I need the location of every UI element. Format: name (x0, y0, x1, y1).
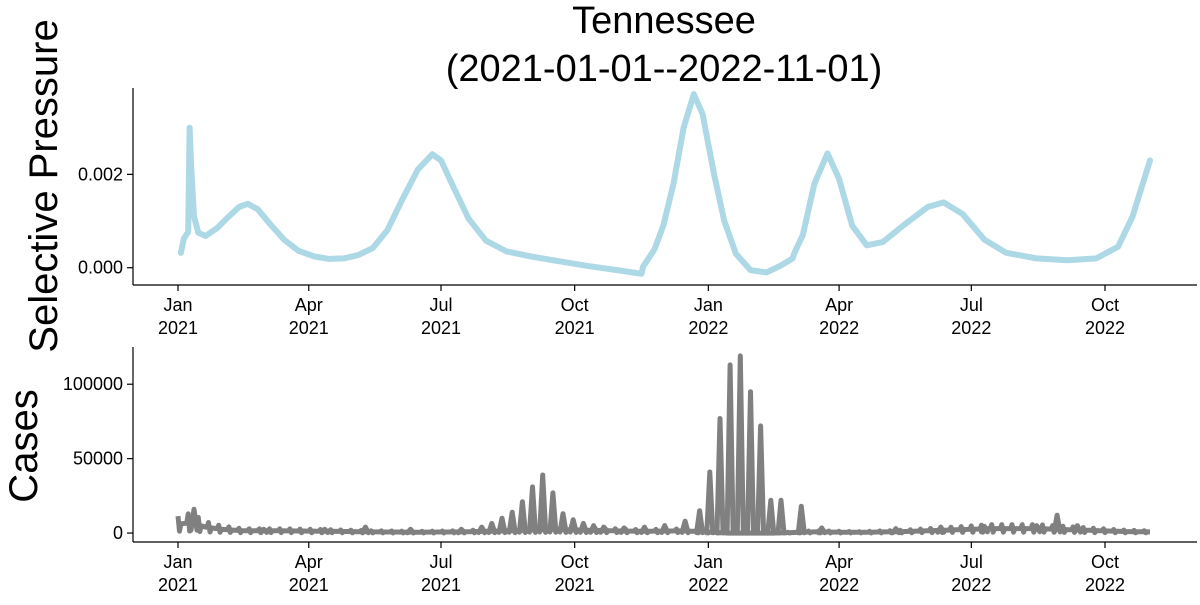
x-tick-label-month: Jul (429, 295, 452, 315)
x-tick-label-year: 2022 (951, 575, 991, 595)
cases-spike (496, 515, 508, 535)
x-tick-label-year: 2022 (688, 318, 728, 338)
selective-pressure-panel: 0.000 0.002 Jan 2021 Apr 2021 Jul 2021 Oct 2021 Ja… (78, 88, 1197, 338)
cases-spike (659, 523, 671, 535)
x-tick-label-month: Jan (163, 552, 192, 572)
cases-spike (755, 423, 767, 536)
cases-spike (890, 526, 902, 536)
x-tick-label-year: 2021 (289, 575, 329, 595)
x-tick-label-month: Jul (960, 295, 983, 315)
x-tick-label-month: Apr (295, 295, 323, 315)
cases-spike (557, 511, 569, 535)
y-tick-label: 0.000 (78, 258, 123, 278)
x-tick-label-month: Apr (825, 295, 853, 315)
cases-spike (359, 524, 371, 536)
y-tick-label: 0 (113, 523, 123, 543)
x-tick-label-year: 2022 (819, 318, 859, 338)
y-tick-label: 0.002 (78, 164, 123, 184)
x-tick-label-year: 2021 (421, 575, 461, 595)
y-axis-label-cases: Cases (2, 389, 46, 502)
cases-spike (618, 525, 630, 535)
cases-spike (547, 490, 559, 535)
cases-spike (679, 518, 691, 535)
x-tick-label-year: 2021 (421, 318, 461, 338)
cases-spike (724, 362, 736, 536)
cases-spike (765, 497, 777, 536)
cases-spike (816, 525, 828, 536)
x-tick-label-month: Oct (561, 295, 589, 315)
x-tick-label-month: Apr (295, 552, 323, 572)
cases-spike (638, 524, 650, 535)
y-tick-label: 100000 (63, 374, 123, 394)
chart-subtitle: (2021-01-01--2022-11-01) (446, 48, 883, 90)
cases-spike (588, 523, 600, 535)
x-tick-label-month: Jul (960, 552, 983, 572)
cases-spike (319, 526, 331, 535)
chart-title: Tennessee (572, 0, 756, 42)
x-tick-label-month: Jul (429, 552, 452, 572)
cases-spike (476, 524, 488, 536)
cases-spike (1071, 523, 1083, 535)
cases-spike (188, 506, 200, 533)
cases-spike (775, 497, 787, 536)
cases-spike (704, 469, 716, 536)
cases-spike (694, 508, 706, 536)
x-tick-label-year: 2021 (158, 318, 198, 338)
cases-spike (486, 520, 498, 535)
cases-spike (527, 484, 538, 535)
cases-spike (734, 353, 746, 536)
x-tick-label-month: Oct (1091, 552, 1119, 572)
cases-spike (516, 499, 528, 535)
cases-spike (714, 416, 726, 536)
x-tick-label-month: Oct (561, 552, 589, 572)
x-tick-label-month: Oct (1091, 295, 1119, 315)
x-tick-label-year: 2022 (1085, 575, 1125, 595)
x-tick-label-year: 2021 (555, 318, 595, 338)
cases-spike (1051, 512, 1063, 535)
x-tick-label-month: Jan (694, 552, 723, 572)
cases-spike (598, 524, 610, 535)
cases-spike (258, 526, 270, 535)
y-axis-label-selective-pressure: Selective Pressure (22, 19, 66, 352)
cases-spike (506, 509, 518, 535)
x-tick-label-year: 2022 (1085, 318, 1125, 338)
x-tick-label-year: 2021 (289, 318, 329, 338)
cases-spike (577, 520, 589, 535)
x-tick-label-year: 2022 (688, 575, 728, 595)
x-tick-label-year: 2022 (951, 318, 991, 338)
x-tick-label-year: 2021 (555, 575, 595, 595)
cases-spike (567, 517, 579, 535)
x-tick-label-month: Jan (163, 295, 192, 315)
x-tick-label-month: Apr (825, 552, 853, 572)
x-tick-label-year: 2021 (158, 575, 198, 595)
cases-spike (745, 389, 756, 536)
cases-spike (405, 526, 416, 536)
cases-spike (455, 526, 467, 536)
x-tick-label-year: 2022 (819, 575, 859, 595)
cases-panel: 0 50000 100000 Jan 2021 Apr 2021 Jul 2021 Oct 2021… (63, 347, 1197, 595)
cases-spike (978, 523, 990, 535)
selective-pressure-line (177, 91, 1153, 277)
cases-spike (935, 524, 947, 535)
cases-spike (1031, 523, 1043, 535)
x-tick-label-month: Jan (694, 295, 723, 315)
cases-spike (537, 472, 549, 535)
cases-spike (795, 503, 807, 536)
y-tick-label: 50000 (73, 449, 123, 469)
